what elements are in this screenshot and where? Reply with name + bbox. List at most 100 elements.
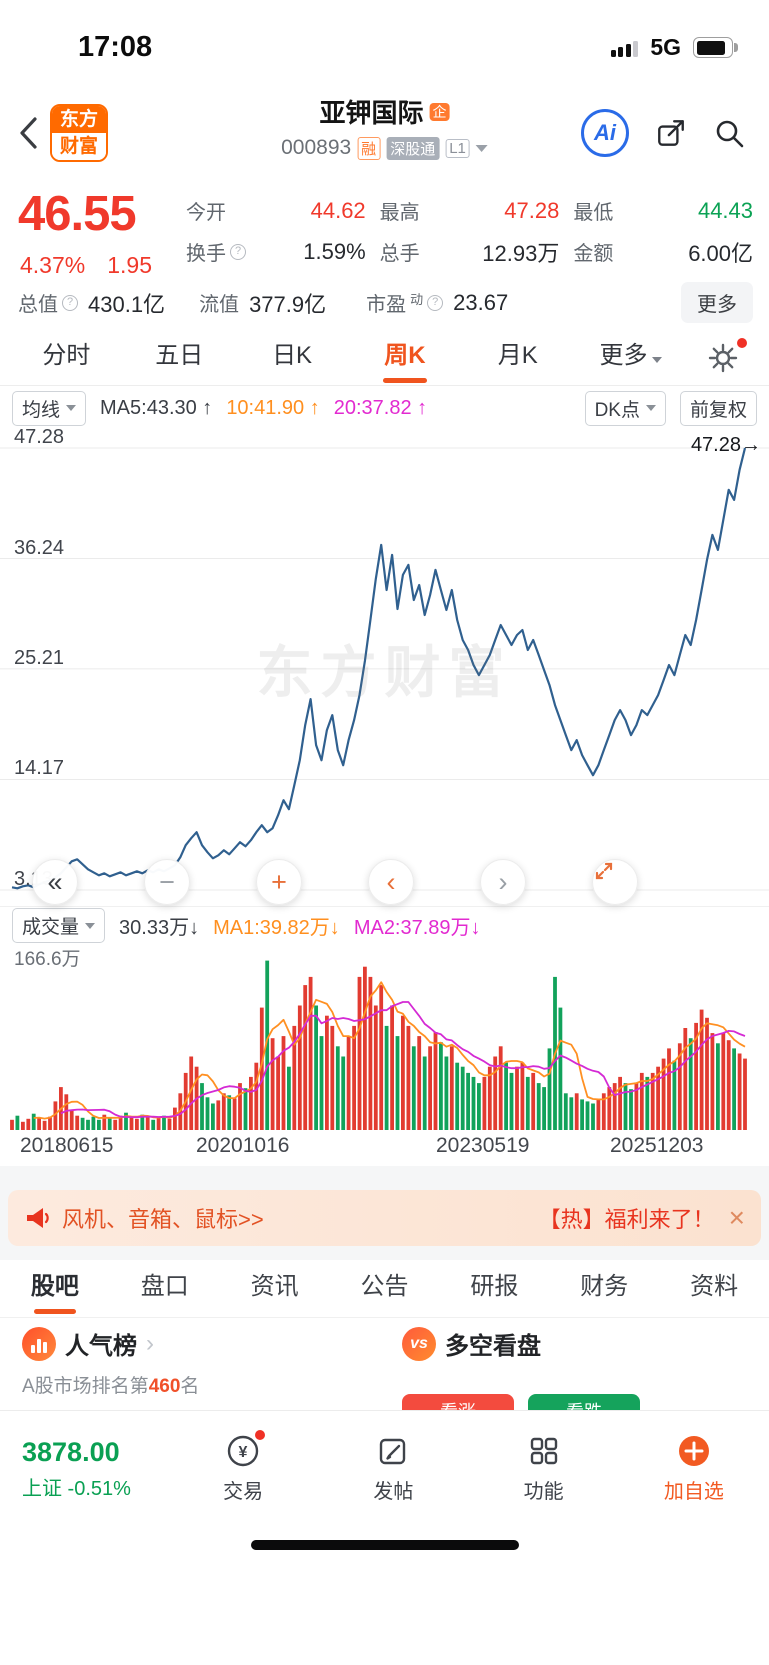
- info-icon[interactable]: [427, 294, 444, 311]
- share-icon[interactable]: [655, 117, 687, 149]
- fullscreen-button[interactable]: [592, 859, 638, 905]
- enterprise-badge: 企: [429, 102, 450, 121]
- x-axis-label: 20201016: [196, 1134, 290, 1157]
- change-percent: 4.37%: [20, 252, 86, 278]
- chevron-down-icon: [85, 922, 96, 929]
- battery-icon: [693, 37, 738, 58]
- zoom-in-button[interactable]: +: [256, 859, 302, 905]
- tab-guba[interactable]: 股吧: [0, 1260, 110, 1317]
- volume-toolbar: 成交量 30.33万↓ MA1:39.82万↓ MA2:37.89万↓: [0, 906, 769, 944]
- volume-ma2: MA2:37.89万↓: [353, 917, 481, 939]
- x-axis-label: 20251203: [610, 1134, 704, 1157]
- pan-left-button[interactable]: ‹: [368, 859, 414, 905]
- quote-field-float-cap: 流值 377.9亿: [199, 291, 327, 317]
- close-icon[interactable]: ×: [728, 1202, 745, 1233]
- app-logo: 东方 财富: [50, 103, 108, 162]
- vs-icon: vs: [402, 1326, 436, 1361]
- notification-dot: [255, 1430, 266, 1440]
- index-quote[interactable]: 3878.00 上证 -0.51%: [0, 1437, 168, 1501]
- ai-assistant-button[interactable]: Ai: [581, 108, 629, 157]
- chevron-right-icon: ›: [498, 866, 508, 897]
- x-axis-label: 20180615: [20, 1134, 114, 1157]
- tab-weekly-k[interactable]: 周K: [348, 330, 461, 385]
- rank-number: 460: [148, 1376, 181, 1397]
- cellular-signal-icon: [610, 39, 639, 57]
- megaphone-icon: [27, 1208, 49, 1228]
- period-tab-bar: 分时 五日 日K 周K 月K 更多: [0, 330, 769, 386]
- logo-text-bottom: 财富: [52, 132, 106, 160]
- ma-selector[interactable]: 均线: [12, 390, 87, 426]
- volume-ma1: MA1:39.82万↓: [213, 917, 340, 939]
- x-axis-label: 20230519: [436, 1134, 530, 1157]
- tab-financials[interactable]: 财务: [580, 1273, 629, 1300]
- margin-badge: 融: [357, 136, 381, 160]
- tab-profile[interactable]: 资料: [690, 1273, 739, 1300]
- gear-icon: [708, 343, 738, 372]
- jump-to-start-button[interactable]: «: [32, 859, 78, 905]
- minus-icon: −: [159, 866, 175, 897]
- chevron-right-icon: ›: [146, 1329, 154, 1357]
- chevron-down-icon[interactable]: [475, 144, 488, 152]
- promo-banner[interactable]: 风机、音箱、鼠标>> 【热】福利来了！ ×: [8, 1190, 761, 1246]
- ma10-value: 10:41.90 ↑: [226, 396, 320, 419]
- tab-daily-k[interactable]: 日K: [272, 342, 313, 369]
- rank-text: A股市场排名第460名: [22, 1376, 200, 1397]
- add-icon: [678, 1436, 709, 1466]
- info-icon[interactable]: [230, 243, 246, 260]
- banner-section: 风机、音箱、鼠标>> 【热】福利来了！ ×: [0, 1166, 769, 1260]
- notification-dot: [736, 338, 747, 348]
- zoom-out-button[interactable]: −: [144, 859, 190, 905]
- volume-chart[interactable]: 166.6万: [0, 944, 769, 1132]
- features-button[interactable]: 功能: [469, 1433, 619, 1504]
- compose-icon: [380, 1438, 406, 1465]
- tab-pankou[interactable]: 盘口: [140, 1273, 189, 1300]
- svg-text:¥: ¥: [239, 1444, 248, 1461]
- grid-icon: [530, 1437, 557, 1465]
- tab-research[interactable]: 研报: [470, 1273, 519, 1300]
- quote-field-market-cap: 总值 430.1亿: [18, 287, 165, 319]
- status-time: 17:08: [78, 31, 153, 63]
- bull-bear-card[interactable]: vs 多空看盘: [402, 1326, 541, 1361]
- popularity-card[interactable]: 人气榜 › A股市场排名第460名: [22, 1326, 199, 1398]
- post-button[interactable]: 发帖: [318, 1433, 468, 1504]
- volume-indicator-selector[interactable]: 成交量: [12, 908, 106, 943]
- level-badge: L1: [445, 138, 470, 158]
- tab-five-day[interactable]: 五日: [155, 342, 204, 369]
- home-indicator[interactable]: [250, 1540, 519, 1550]
- pan-right-button[interactable]: ›: [480, 859, 526, 905]
- stock-title-block[interactable]: 亚钾国际 企 000893 融 深股通 L1: [281, 93, 488, 160]
- quote-field-high: 最高 47.28: [379, 197, 560, 225]
- adjust-mode-button[interactable]: 前复权: [679, 390, 757, 426]
- popularity-icon: [22, 1326, 56, 1361]
- tab-announcements[interactable]: 公告: [360, 1273, 409, 1300]
- tab-news[interactable]: 资讯: [250, 1273, 299, 1300]
- volume-bar-chart[interactable]: [0, 944, 769, 1132]
- tab-more-periods[interactable]: 更多: [574, 330, 687, 385]
- tab-monthly-k[interactable]: 月K: [497, 342, 538, 369]
- chevron-left-icon: ‹: [386, 866, 396, 897]
- chevron-down-icon: [645, 405, 656, 411]
- bullish-button[interactable]: 看涨: [402, 1394, 514, 1410]
- more-button[interactable]: 更多: [681, 282, 753, 323]
- search-icon[interactable]: [713, 117, 745, 149]
- info-tab-bar: 股吧 盘口 资讯 公告 研报 财务 资料: [0, 1260, 769, 1318]
- bearish-button[interactable]: 看跌: [528, 1394, 640, 1410]
- trade-button[interactable]: ¥ 交易: [168, 1430, 318, 1504]
- quote-field-turnover: 换手 1.59%: [186, 237, 366, 266]
- price-line-chart[interactable]: [0, 430, 769, 906]
- quote-field-amount: 金额 6.00亿: [573, 240, 754, 266]
- info-icon[interactable]: [62, 294, 78, 311]
- tab-minute[interactable]: 分时: [42, 342, 91, 369]
- quote-field-volume: 总手 12.93万: [379, 240, 560, 266]
- price-chart[interactable]: 东方财富 47.28 36.24 25.21 14.17 3.13 47.28→…: [0, 426, 769, 906]
- volume-current: 30.33万↓: [119, 917, 200, 939]
- add-watchlist-button[interactable]: 加自选: [619, 1433, 769, 1504]
- dk-point-selector[interactable]: DK点: [584, 390, 666, 426]
- bottom-nav-bar: 3878.00 上证 -0.51% ¥ 交易 发帖 功能 加自选: [0, 1410, 769, 1526]
- ma5-value: MA5:43.30 ↑: [100, 396, 213, 419]
- chart-settings-button[interactable]: [687, 330, 759, 385]
- quote-field-open: 今开 44.62: [186, 197, 366, 225]
- sz-connect-badge: 深股通: [386, 136, 440, 160]
- back-button[interactable]: [16, 115, 40, 151]
- stock-name: 亚钾国际: [319, 98, 424, 128]
